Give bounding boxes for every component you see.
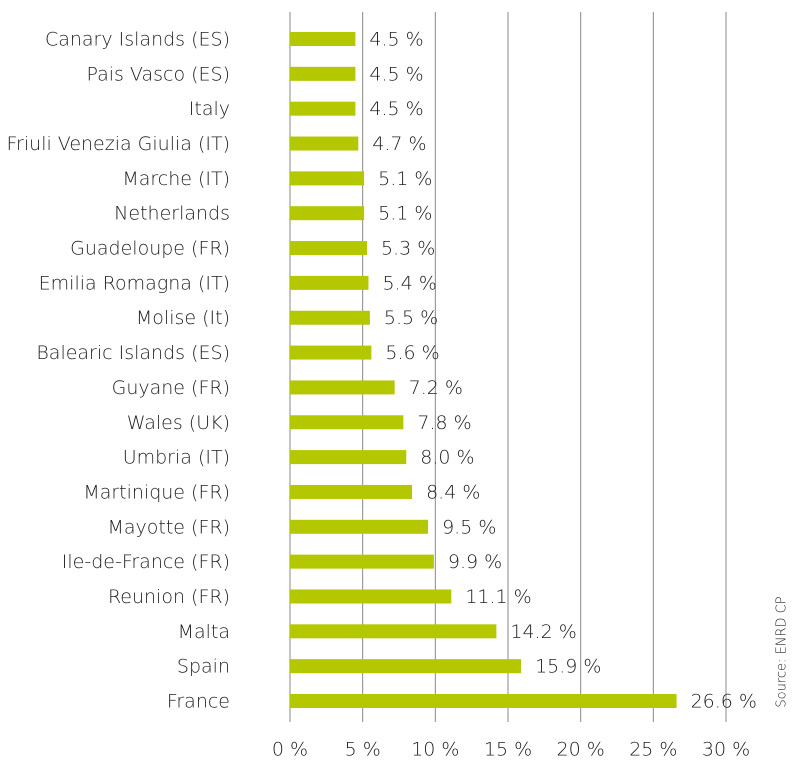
- value-label: 4.7 %: [372, 133, 426, 155]
- x-tick-label: 15 %: [484, 739, 532, 761]
- value-label: 5.3 %: [381, 238, 435, 260]
- x-tick-label: 20 %: [557, 739, 605, 761]
- bar: [290, 415, 404, 430]
- y-tick-label: Marche (IT): [122, 168, 230, 190]
- value-label: 14.2 %: [510, 621, 576, 643]
- bar: [290, 136, 359, 151]
- value-label: 8.4 %: [426, 481, 480, 503]
- bar: [290, 32, 356, 46]
- bar: [290, 589, 452, 604]
- value-label: 4.5 %: [369, 98, 423, 120]
- y-tick-label: Malta: [178, 621, 230, 643]
- y-tick-label: Wales (UK): [127, 412, 230, 434]
- bar: [290, 241, 368, 256]
- value-label: 7.2 %: [409, 377, 463, 399]
- y-tick-label: Italy: [189, 98, 230, 120]
- bar: [290, 206, 365, 221]
- bar: [290, 171, 365, 186]
- y-tick-label: Mayotte (FR): [108, 516, 231, 538]
- value-label: 5.5 %: [384, 307, 438, 329]
- y-tick-label: Guadeloupe (FR): [70, 238, 230, 260]
- bar: [290, 659, 522, 674]
- x-tick-label: 30 %: [702, 739, 750, 761]
- y-tick-label: Ile-de-France (FR): [62, 551, 230, 573]
- value-label: 26.6 %: [691, 691, 757, 713]
- y-tick-label: France: [167, 691, 230, 713]
- value-label: 15.9 %: [535, 656, 601, 678]
- y-tick-label: Umbria (IT): [123, 447, 230, 469]
- value-label: 5.6 %: [385, 342, 439, 364]
- x-tick-label: 25 %: [629, 739, 677, 761]
- bar: [290, 345, 372, 360]
- value-label: 9.5 %: [442, 516, 496, 538]
- value-label: 4.5 %: [369, 63, 423, 85]
- y-tick-label: Balearic Islands (ES): [36, 342, 230, 364]
- bar: [290, 66, 356, 81]
- value-label: 9.9 %: [448, 551, 502, 573]
- bar: [290, 694, 677, 708]
- y-tick-label: Martinique (FR): [83, 481, 230, 503]
- value-label: 5.4 %: [382, 272, 436, 294]
- bar: [290, 275, 369, 290]
- y-tick-label: Spain: [177, 656, 230, 678]
- y-tick-label: Friuli Venezia Giulia (IT): [7, 133, 230, 155]
- x-tick-label: 0 %: [272, 739, 308, 761]
- y-tick-label: Reunion (FR): [108, 586, 230, 608]
- value-label: 5.1 %: [378, 168, 432, 190]
- source-note: Source: ENRD CP: [775, 596, 790, 707]
- value-label: 11.1 %: [465, 586, 531, 608]
- bar: [290, 554, 434, 569]
- bar: [290, 310, 370, 325]
- value-label: 4.5 %: [369, 29, 423, 51]
- bar: [290, 624, 497, 639]
- bar: [290, 484, 413, 499]
- bar: [290, 101, 356, 116]
- value-label: 8.0 %: [420, 447, 474, 469]
- y-tick-label: Netherlands: [114, 203, 230, 225]
- y-tick-label: Molise (It): [136, 307, 230, 329]
- bar: [290, 450, 407, 465]
- x-tick-label: 5 %: [345, 739, 381, 761]
- bar: [290, 380, 395, 395]
- value-label: 7.8 %: [417, 412, 471, 434]
- y-tick-label: Canary Islands (ES): [45, 29, 230, 51]
- y-tick-label: Guyane (FR): [112, 377, 230, 399]
- y-tick-label: Emilia Romagna (IT): [39, 272, 230, 294]
- bar: [290, 519, 429, 534]
- value-label: 5.1 %: [378, 203, 432, 225]
- y-tick-label: Pais Vasco (ES): [86, 63, 230, 85]
- x-tick-label: 10 %: [411, 739, 459, 761]
